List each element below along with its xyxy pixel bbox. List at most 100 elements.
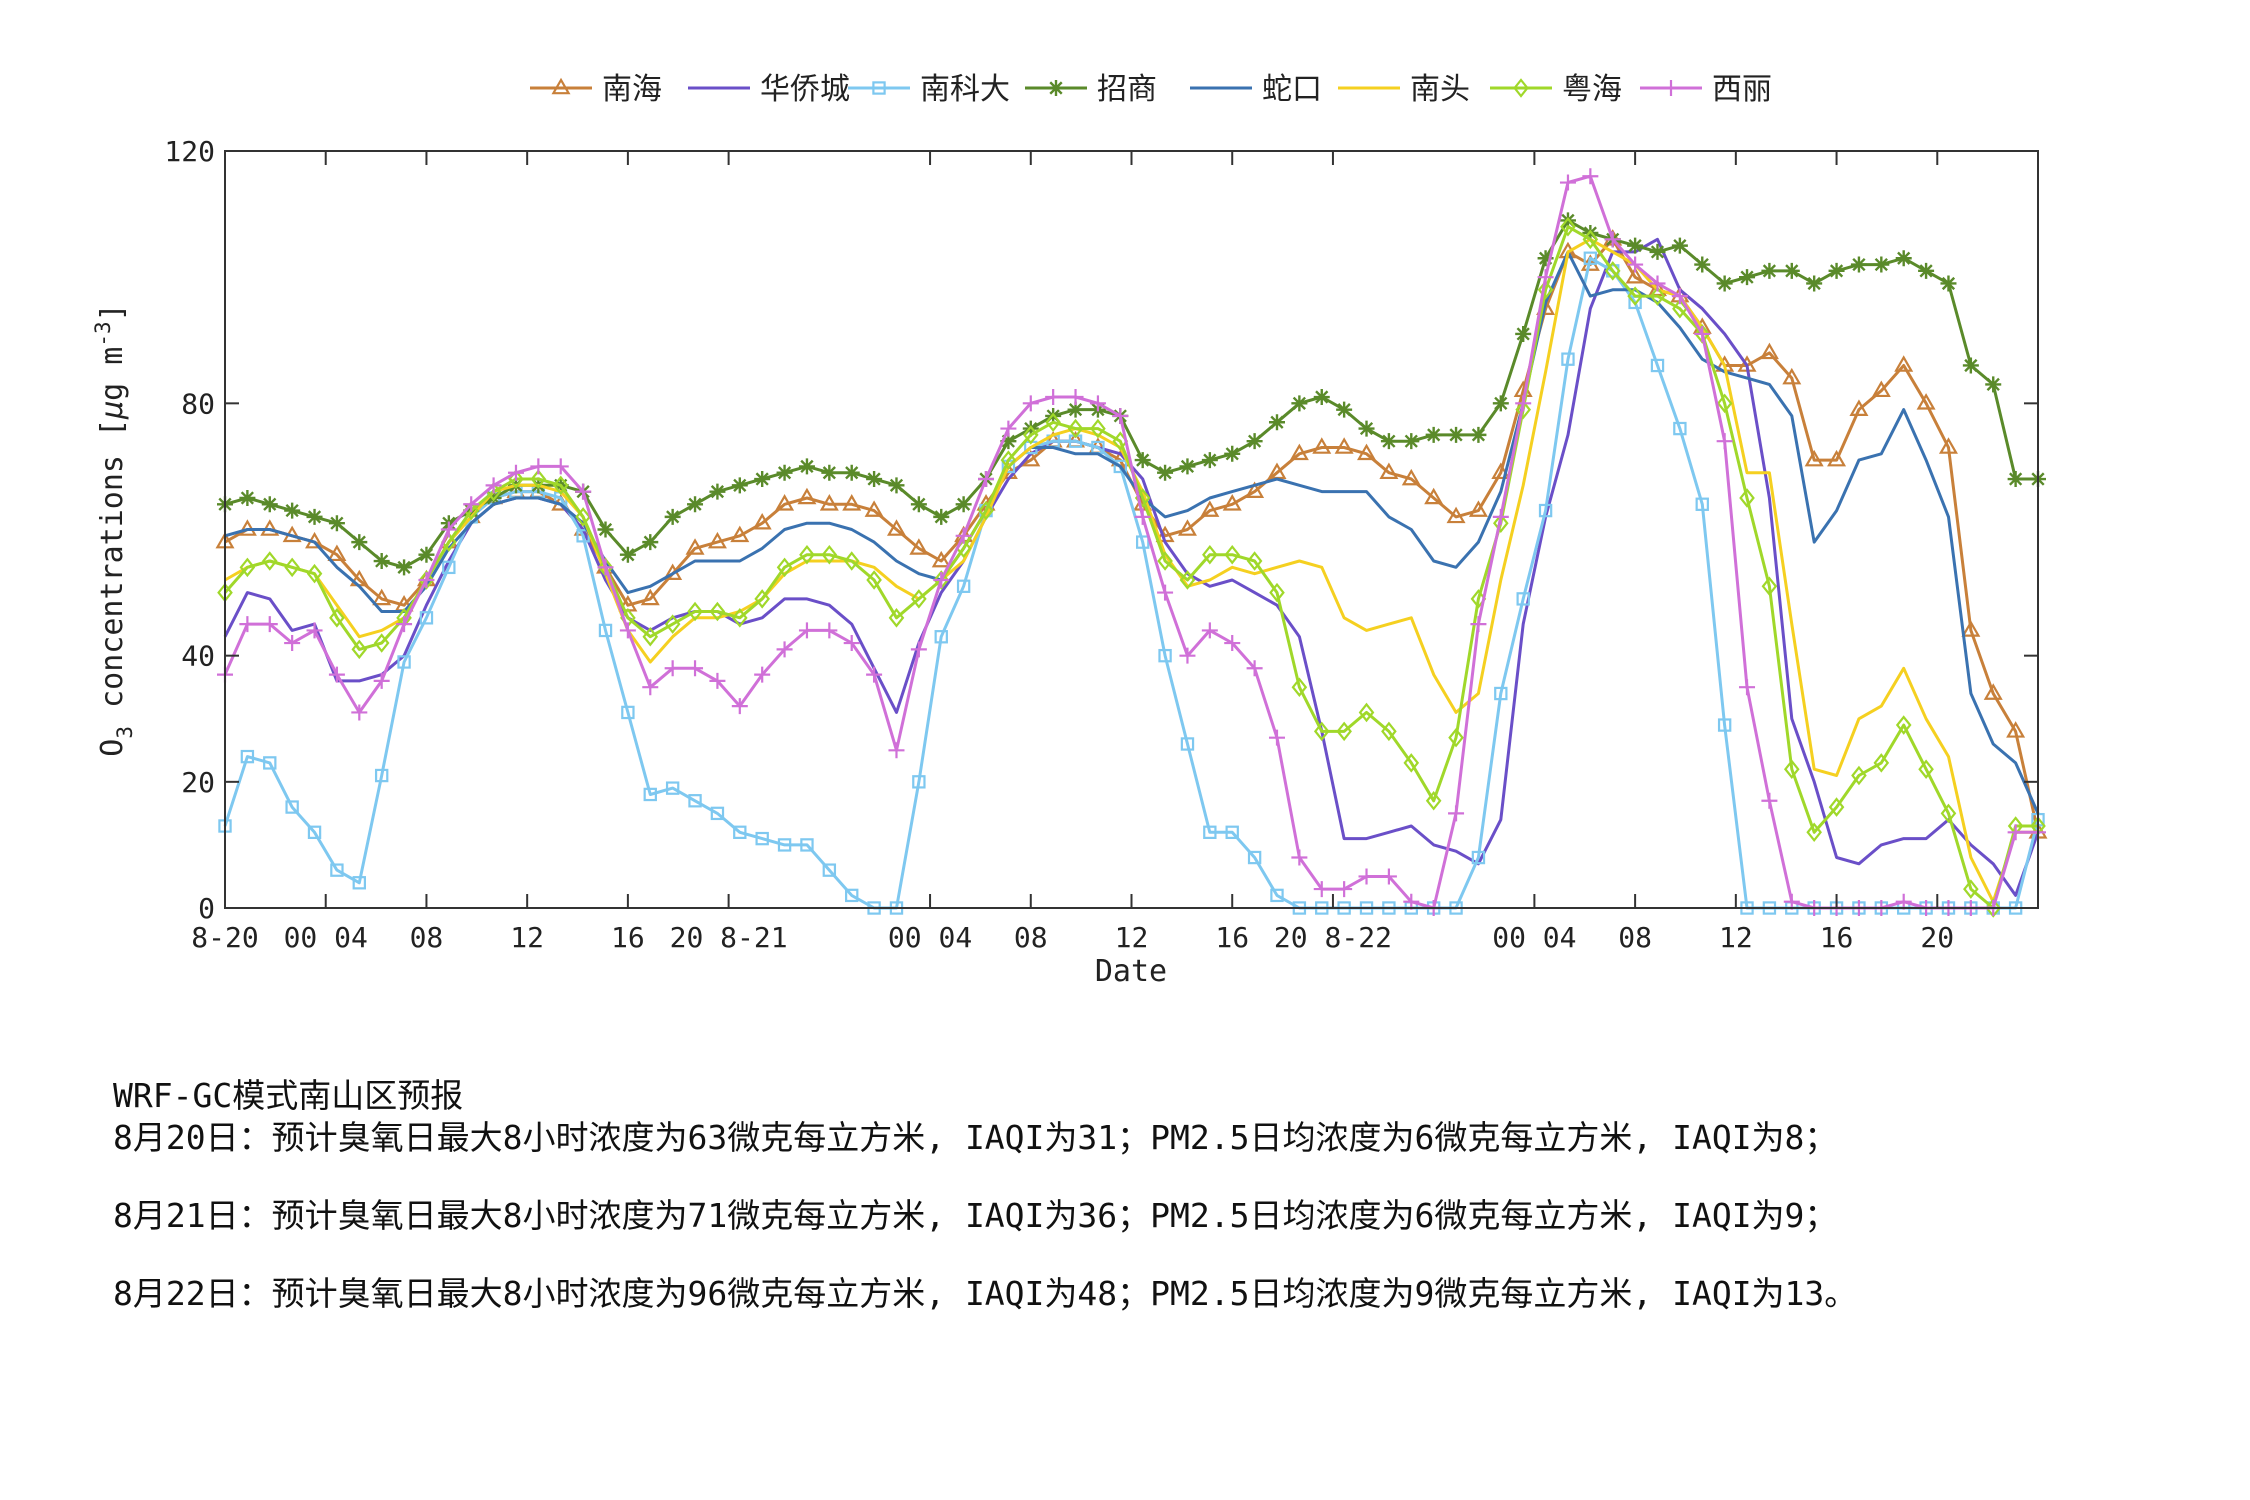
x-tick-label: 00 04 xyxy=(284,921,368,954)
x-tick-label: 08 xyxy=(1014,921,1048,954)
data-point xyxy=(1157,584,1174,601)
data-point xyxy=(665,781,680,795)
data-point xyxy=(1291,677,1308,697)
data-point xyxy=(866,471,883,488)
data-point xyxy=(373,553,390,570)
data-point xyxy=(1468,500,1488,517)
data-point xyxy=(1224,635,1241,652)
data-point xyxy=(328,666,345,683)
data-point xyxy=(351,704,368,721)
series-line xyxy=(223,256,2040,910)
data-point xyxy=(1179,458,1196,475)
data-point xyxy=(1022,395,1039,412)
data-point xyxy=(777,838,792,852)
legend-marker xyxy=(1513,78,1529,98)
y-axis-label-mu: μ xyxy=(95,401,130,420)
data-point xyxy=(239,557,256,578)
forecast-notes: WRF-GC模式南山区预报 8月20日：预计臭氧日最大8小时浓度为63微克每立方… xyxy=(113,1075,2213,1315)
legend-marker xyxy=(1048,80,1064,96)
legend-label: 西丽 xyxy=(1712,72,1772,107)
data-point xyxy=(1112,407,1129,424)
data-point xyxy=(1782,367,1802,385)
data-point xyxy=(1000,450,1017,470)
data-point xyxy=(576,529,590,543)
data-point xyxy=(373,672,390,689)
data-point xyxy=(1291,395,1308,412)
x-axis-label: Date xyxy=(1095,954,1167,989)
legend-label: 南头 xyxy=(1410,72,1470,107)
data-point xyxy=(754,666,771,683)
data-point xyxy=(664,660,681,677)
data-point xyxy=(598,623,613,638)
data-point xyxy=(1940,275,1957,292)
data-point xyxy=(372,588,392,606)
data-point xyxy=(819,494,839,511)
y-axis-label: O3 concentrations [μg m-3] xyxy=(91,303,137,756)
data-point xyxy=(1270,888,1284,903)
data-point xyxy=(1379,462,1399,480)
data-point xyxy=(1717,718,1732,732)
data-point xyxy=(1177,519,1197,536)
data-point xyxy=(1694,325,1711,342)
data-point xyxy=(1873,256,1890,273)
data-point xyxy=(843,635,860,652)
data-point xyxy=(1225,825,1239,840)
data-point xyxy=(552,475,569,496)
data-point xyxy=(1515,399,1532,420)
x-tick-label: 12 xyxy=(510,921,544,954)
data-point xyxy=(934,630,948,644)
data-point xyxy=(956,579,971,593)
data-point xyxy=(397,655,411,669)
data-point xyxy=(1604,231,1621,248)
series-1 xyxy=(215,229,2048,839)
data-point xyxy=(642,534,659,551)
x-tick-label: 12 xyxy=(1115,921,1149,954)
data-point xyxy=(619,622,636,639)
data-point xyxy=(1650,358,1665,373)
data-point xyxy=(800,838,814,852)
data-point xyxy=(418,546,435,563)
data-point xyxy=(419,611,434,625)
data-point xyxy=(731,477,748,494)
y-tick-label: 40 xyxy=(181,640,215,673)
data-point xyxy=(1179,570,1196,590)
data-point xyxy=(688,794,702,808)
data-point xyxy=(1135,535,1150,549)
data-point xyxy=(1312,437,1332,454)
data-point xyxy=(821,622,838,639)
data-point xyxy=(1157,464,1174,481)
data-point xyxy=(1895,250,1912,267)
data-point xyxy=(1067,418,1084,439)
data-point xyxy=(910,496,927,513)
data-point xyxy=(1673,421,1687,436)
o3-line-chart: 南海 华侨城 南科大 招商 蛇口 南头 粤海 西丽 0 20 40 80 120 8-20 00 04 08… xyxy=(91,72,2048,989)
data-point xyxy=(642,626,659,647)
data-point xyxy=(1268,414,1285,431)
data-point xyxy=(1538,503,1553,518)
data-point xyxy=(1671,237,1688,254)
data-point xyxy=(1806,822,1822,843)
data-point xyxy=(1380,868,1397,885)
data-point xyxy=(1089,395,1106,412)
plot-frame xyxy=(224,150,2039,909)
y-axis-label-sup: -3 xyxy=(91,321,115,346)
data-point xyxy=(1403,433,1420,450)
y-tick-label: 120 xyxy=(164,135,215,168)
data-point xyxy=(909,538,929,555)
legend-label: 招商 xyxy=(1097,72,1157,107)
data-point xyxy=(1985,376,2002,393)
legend-label: 粤海 xyxy=(1562,72,1622,107)
data-point xyxy=(1604,261,1621,281)
data-point xyxy=(2007,824,2024,841)
x-tick-label: 20 8-22 xyxy=(1274,921,1392,954)
data-point xyxy=(597,559,614,576)
data-point xyxy=(284,502,301,519)
series-line xyxy=(224,250,2040,815)
data-point xyxy=(1560,216,1576,237)
data-point xyxy=(1424,487,1444,505)
data-point xyxy=(1828,797,1845,817)
data-point xyxy=(1806,275,1823,292)
data-point xyxy=(1894,355,1914,372)
data-point xyxy=(843,464,860,481)
data-point xyxy=(640,588,660,606)
